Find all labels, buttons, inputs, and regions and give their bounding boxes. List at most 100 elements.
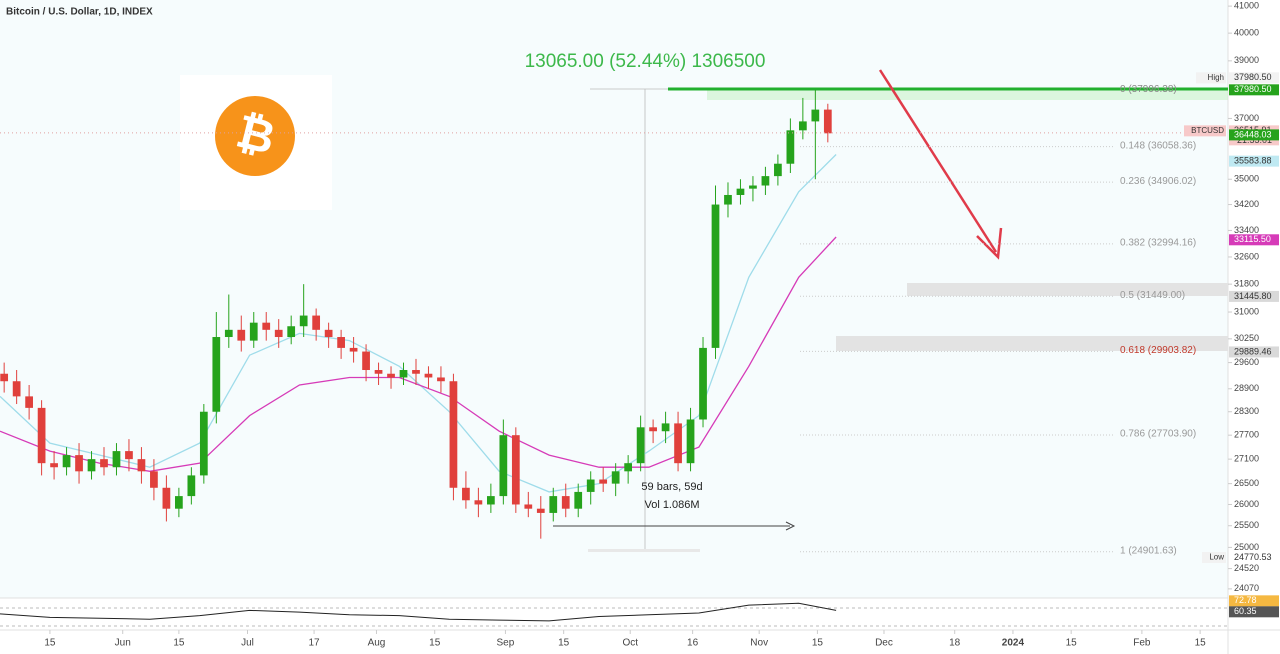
bitcoin-logo bbox=[215, 96, 295, 176]
price-tag-label: 37980.50 bbox=[1234, 72, 1272, 82]
candle-body bbox=[87, 459, 96, 472]
candle-body bbox=[811, 109, 820, 122]
candle-body bbox=[823, 109, 832, 134]
y-tick-label: 24070 bbox=[1234, 583, 1259, 593]
candle-body bbox=[549, 496, 558, 513]
price-tag-label: 31445.80 bbox=[1234, 291, 1272, 301]
x-tick-label: 15 bbox=[1195, 638, 1207, 649]
range-arrow-head bbox=[785, 521, 796, 531]
y-tick-label: 32600 bbox=[1234, 251, 1259, 261]
x-tick-label: 15 bbox=[812, 638, 824, 649]
y-tick-label: 26000 bbox=[1234, 499, 1259, 509]
forecast-arrow bbox=[878, 69, 998, 253]
candle-body bbox=[12, 381, 21, 397]
fib-label: 0.5 (31449.00) bbox=[1120, 290, 1185, 301]
candle-body bbox=[312, 315, 321, 330]
forecast-arrow-head bbox=[976, 227, 1003, 260]
fib-zone bbox=[707, 89, 1228, 100]
candle-body bbox=[162, 487, 171, 509]
y-tick-label: 25000 bbox=[1234, 542, 1259, 552]
candle-body bbox=[37, 407, 46, 464]
plot-layer bbox=[0, 89, 1228, 553]
rsi-tag bbox=[1229, 606, 1279, 618]
candle-body bbox=[249, 322, 258, 341]
candle-body bbox=[462, 487, 470, 501]
rsi-tag-label: 72.78 bbox=[1234, 595, 1257, 605]
rsi-tag-label: 60.35 bbox=[1234, 606, 1257, 616]
y-tick-label: 40000 bbox=[1234, 28, 1259, 38]
candle-body bbox=[0, 373, 9, 382]
candle-body bbox=[774, 163, 782, 177]
fib-zone bbox=[907, 283, 1228, 296]
price-tag-label: 35583.88 bbox=[1234, 156, 1272, 166]
candle-body bbox=[699, 347, 707, 420]
price-tag-caption-box bbox=[1196, 72, 1226, 84]
candle-body bbox=[137, 459, 146, 472]
candle-body bbox=[112, 451, 121, 468]
candle-body bbox=[786, 130, 795, 164]
candle-body bbox=[199, 411, 208, 476]
candle-body bbox=[711, 204, 720, 348]
y-tick-label: 39000 bbox=[1234, 55, 1259, 65]
candle-body bbox=[187, 475, 196, 497]
x-tick-label: Sep bbox=[497, 638, 515, 649]
price-axis-background bbox=[1228, 0, 1280, 654]
fib-label: 0 (37996.38) bbox=[1120, 84, 1177, 95]
candle-body bbox=[25, 396, 33, 408]
candle-body bbox=[674, 423, 682, 464]
x-tick-label: 2024 bbox=[1002, 638, 1025, 649]
price-tag bbox=[1229, 346, 1279, 358]
fib-label: 0.148 (36058.36) bbox=[1120, 140, 1196, 151]
volume-label: Vol 1.086M bbox=[644, 499, 699, 511]
price-tag-caption-box bbox=[1202, 551, 1226, 563]
candle-body bbox=[262, 322, 271, 330]
candle-body bbox=[374, 370, 383, 374]
x-tick-label: Jun bbox=[115, 638, 131, 649]
chart-title: Bitcoin / U.S. Dollar, 1D, INDEX bbox=[6, 7, 153, 18]
candle-body bbox=[636, 427, 645, 464]
candle-body bbox=[387, 373, 395, 378]
candle-body bbox=[299, 315, 308, 327]
candle-body bbox=[511, 435, 520, 505]
x-tick-label: Feb bbox=[1133, 638, 1151, 649]
x-tick-label: Oct bbox=[622, 638, 638, 649]
x-tick-label: 15 bbox=[558, 638, 570, 649]
y-tick-label: 24520 bbox=[1234, 563, 1259, 573]
rsi-tag bbox=[1229, 595, 1279, 607]
fib-label: 1 (24901.63) bbox=[1120, 545, 1177, 556]
price-tag bbox=[1229, 551, 1279, 563]
candle-body bbox=[75, 455, 83, 472]
x-tick-label: Jul bbox=[241, 638, 254, 649]
range-label: 59 bars, 59d bbox=[641, 481, 702, 493]
y-tick-label: 27100 bbox=[1234, 454, 1259, 464]
y-tick-label: 35000 bbox=[1234, 174, 1259, 184]
candle-body bbox=[399, 370, 408, 378]
candle-body bbox=[175, 496, 183, 509]
x-tick-label: Dec bbox=[875, 638, 893, 649]
x-tick-label: 17 bbox=[309, 638, 321, 649]
x-tick-label: 15 bbox=[173, 638, 185, 649]
y-tick-label: 33400 bbox=[1234, 225, 1259, 235]
candle-body bbox=[324, 329, 333, 338]
candle-body bbox=[574, 491, 583, 509]
candle-body bbox=[274, 329, 283, 338]
candle-body bbox=[761, 176, 770, 186]
candle-body bbox=[449, 381, 458, 488]
candle-body bbox=[736, 188, 745, 195]
price-tag-caption-box bbox=[1184, 125, 1226, 137]
x-tick-label: 18 bbox=[949, 638, 961, 649]
fib-label: 0.382 (32994.16) bbox=[1120, 237, 1196, 248]
x-tick-label: 15 bbox=[1066, 638, 1078, 649]
x-tick-label: 15 bbox=[44, 638, 56, 649]
price-tag-label: 37980.50 bbox=[1234, 84, 1272, 94]
rsi-line bbox=[0, 602, 837, 622]
candle-body bbox=[624, 463, 633, 472]
candle-body bbox=[599, 479, 608, 484]
candle-body bbox=[224, 329, 233, 338]
y-tick-label: 41000 bbox=[1234, 0, 1259, 10]
fib-label: 0.786 (27703.90) bbox=[1120, 429, 1196, 440]
candle-body bbox=[561, 496, 570, 509]
candle-body bbox=[486, 496, 495, 505]
candle-body bbox=[125, 451, 133, 460]
